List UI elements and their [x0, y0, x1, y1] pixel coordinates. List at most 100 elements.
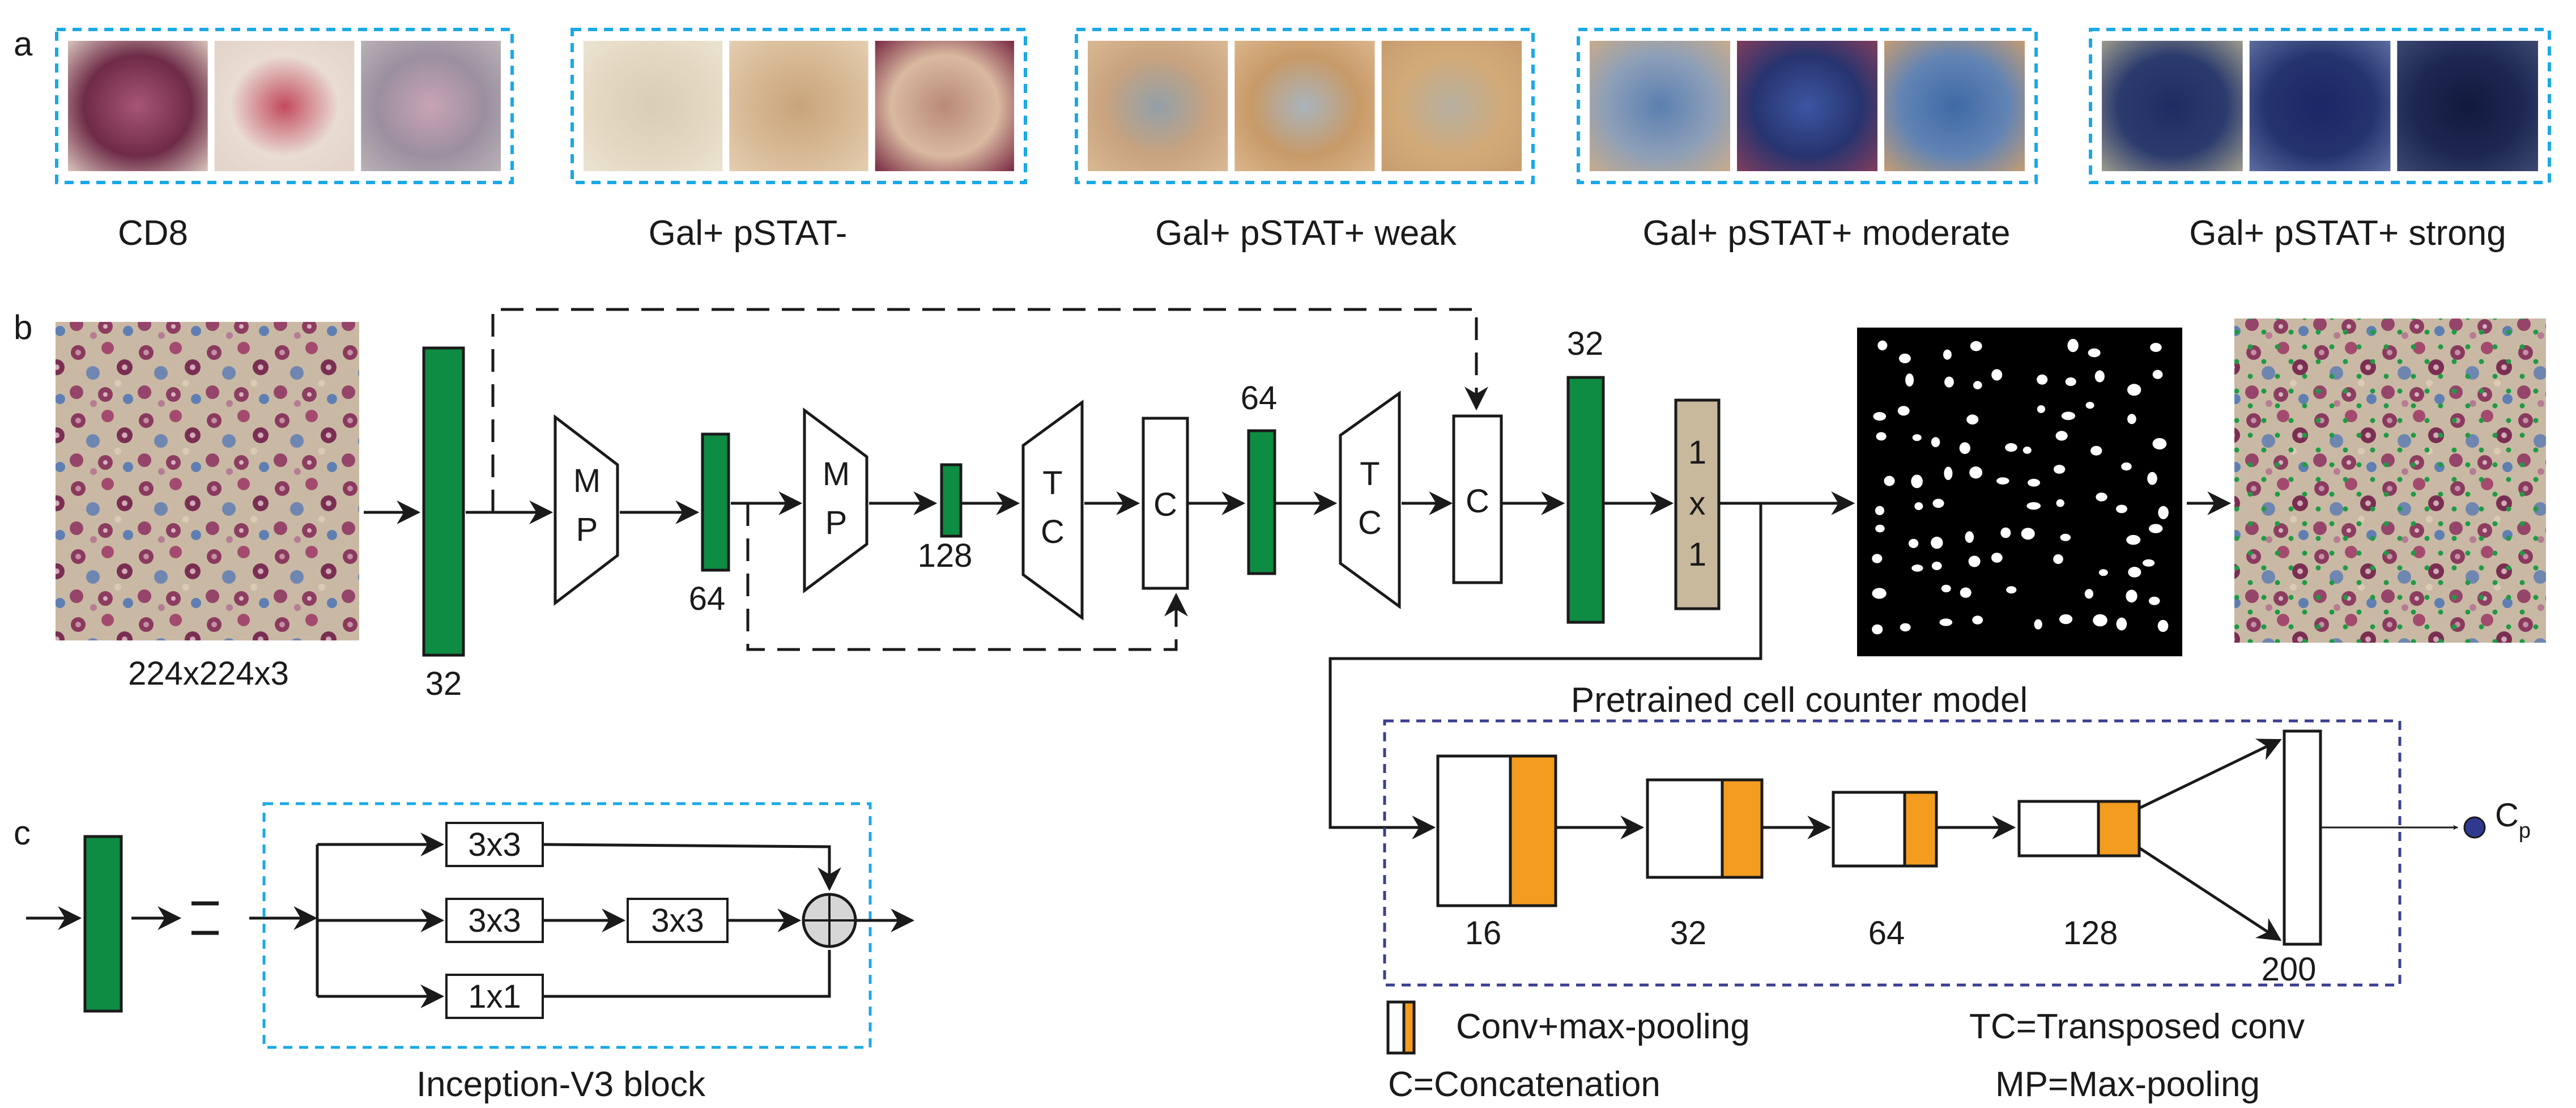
mask-blob	[1911, 474, 1923, 489]
legend-concatenation: C=Concatenation	[1388, 1065, 1660, 1104]
counter-stage4-label: 128	[2063, 915, 2118, 952]
sample-tile-4-3	[1884, 41, 2025, 171]
mask-blob	[2037, 405, 2045, 413]
mask-blob	[2021, 528, 2035, 540]
sample-tile-2-2	[729, 41, 868, 171]
mask-blob	[2060, 533, 2071, 541]
mask-blob	[1875, 524, 1885, 533]
arrow-stage4-to-dense-top	[2138, 738, 2282, 810]
mask-blob	[2094, 370, 2105, 383]
transposed-conv-2-label-t: T	[1360, 456, 1379, 493]
mask-blob	[1900, 623, 1911, 632]
mask-blob	[1991, 553, 2003, 563]
mask-blob	[1872, 554, 1883, 563]
maxpool-2-label-p: P	[825, 504, 848, 541]
bottleneck-filters-label: 128	[918, 537, 973, 574]
sample-tile-3-1	[1088, 41, 1228, 171]
mask-blob	[1991, 369, 2003, 381]
branch-middle-conv-2	[627, 898, 729, 943]
conv1x1-box	[1674, 398, 1721, 610]
sample-tile-3-3	[1381, 41, 1522, 171]
mask-blob	[1873, 412, 1887, 421]
branch-middle-conv-1	[445, 898, 544, 943]
mask-blob	[1966, 414, 1979, 424]
mask-blob	[1965, 531, 1974, 543]
mask-blob	[2116, 617, 2127, 631]
legend-transposed-conv: TC=Transposed conv	[1969, 1007, 2305, 1046]
legend-conv-maxpool: Conv+max-pooling	[1456, 1007, 1750, 1046]
mask-blob	[1959, 442, 1970, 455]
mask-blob	[2121, 462, 2132, 471]
mask-blob	[2147, 472, 2157, 485]
mask-blob	[2148, 524, 2163, 533]
cell-count-output-sub: p	[2519, 819, 2531, 843]
transposed-conv-1-trapezoid	[1021, 400, 1084, 621]
mask-blob	[1968, 555, 1981, 567]
branch-bottom-conv-label: 1x1	[468, 978, 521, 1015]
panel-label-a: a	[14, 25, 33, 63]
panel-a-samples: CD8 Gal+ pSTAT- Gal+ pSTAT+ weak Gal+ pSTAT…	[55, 28, 2551, 253]
mask-blob	[1905, 373, 1914, 387]
dec2-feature-bar	[1566, 376, 1605, 624]
mask-blob	[2088, 348, 2101, 358]
mask-blob	[2034, 619, 2042, 630]
maxpool-2-label-m: M	[823, 456, 850, 493]
concat-1-box	[1142, 417, 1189, 590]
conv1x1-label-1b: 1	[1688, 536, 1706, 573]
mask-blob	[1944, 466, 1953, 480]
sample-group-2-border	[570, 28, 1027, 184]
mask-blob	[2000, 527, 2011, 538]
sample-tile-3-2	[1234, 41, 1375, 171]
arrow-to-cell-counter	[1329, 503, 1762, 839]
sample-group-4-label: Gal+ pSTAT+ moderate	[1642, 214, 2010, 253]
mask-blob	[2128, 567, 2141, 578]
mask-blob	[2067, 338, 2079, 353]
mask-blob	[2096, 493, 2107, 502]
mask-blob	[2053, 554, 2063, 564]
enc1-feature-bar	[422, 346, 465, 657]
maxpool-1-trapezoid	[553, 414, 619, 606]
sample-tile-4-2	[1737, 41, 1877, 171]
mask-blob	[1908, 538, 1919, 549]
mask-blob	[1912, 434, 1922, 441]
sample-tile-2-3	[875, 41, 1014, 171]
mask-blob	[1970, 341, 1982, 351]
enc2-filters-label: 64	[689, 580, 726, 617]
mask-blob	[2056, 499, 2064, 507]
mask-blob	[2142, 559, 2155, 567]
input-tissue-image	[56, 322, 359, 640]
mask-blob	[1941, 584, 1951, 593]
arrow-top-to-sum	[542, 843, 841, 892]
legend-conv-swatch-orange	[1402, 1000, 1416, 1055]
counter-stage4-pool	[2097, 800, 2141, 857]
sample-tile-2-1	[584, 41, 723, 171]
branch-middle-conv-1-label: 3x3	[468, 902, 521, 939]
dec2-filters-label: 32	[1567, 325, 1604, 362]
mask-blob	[1931, 562, 1942, 570]
mask-blob	[2005, 443, 2017, 452]
maxpool-1-label-m: M	[573, 462, 601, 499]
sample-group-5-label: Gal+ pSTAT+ strong	[2189, 214, 2506, 253]
sample-tile-4-1	[1590, 41, 1730, 171]
arrow-stage4-to-dense-bottom	[2138, 846, 2282, 941]
mask-blob	[2006, 586, 2017, 594]
sample-group-1-label: CD8	[118, 214, 188, 253]
input-size-label: 224x224x3	[128, 655, 289, 692]
inception-input-bar	[83, 835, 123, 1013]
legend: Conv+max-pooling TC=Transposed conv C=Co…	[1386, 1000, 2305, 1104]
mask-blob	[2116, 504, 2127, 513]
mask-blob	[2148, 596, 2160, 605]
dec1-feature-bar	[1247, 429, 1276, 575]
mask-blob	[1897, 406, 1910, 416]
branch-top-conv-label: 3x3	[468, 826, 521, 863]
sample-group-4-border	[1577, 28, 2038, 184]
mask-blob	[2126, 589, 2138, 603]
mask-blob	[1876, 432, 1887, 441]
enc2-feature-bar	[701, 432, 730, 572]
concat-2-box	[1452, 414, 1503, 584]
counter-stage3-pool	[1903, 791, 1938, 868]
counter-stage3-label: 64	[1868, 915, 1905, 952]
mask-blob	[1973, 381, 1982, 389]
mask-blob	[1944, 376, 1954, 388]
mask-blob	[2126, 534, 2141, 545]
